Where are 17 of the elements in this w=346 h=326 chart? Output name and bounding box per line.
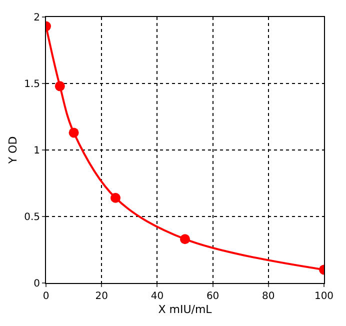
x-tick-label: 40 xyxy=(150,291,164,302)
point xyxy=(68,128,79,138)
y-tick-label: 0 xyxy=(34,278,40,290)
y-tick-label: 1.5 xyxy=(24,79,40,90)
y-tick-label: 1 xyxy=(34,146,40,156)
x-axis-title: X mIU/mL xyxy=(158,303,213,316)
x-tick-label: 80 xyxy=(262,291,275,302)
x-tick-label: 100 xyxy=(314,291,334,302)
y-tick-label: 0.5 xyxy=(24,212,40,223)
point xyxy=(54,81,65,92)
x-tick-label: 20 xyxy=(95,291,108,302)
x-tick-label: 60 xyxy=(206,291,220,302)
x-tick-label: 0 xyxy=(42,291,50,302)
y-tick-label: 2 xyxy=(34,12,40,24)
point xyxy=(110,192,120,203)
point xyxy=(180,234,190,244)
y-axis-title: Y OD xyxy=(6,136,20,165)
